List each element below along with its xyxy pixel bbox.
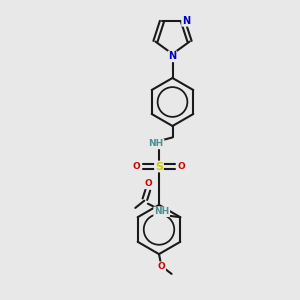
Text: O: O [133, 162, 141, 171]
Text: NH: NH [148, 140, 164, 148]
Text: O: O [177, 162, 185, 171]
Text: N: N [168, 51, 177, 62]
Text: O: O [144, 179, 152, 188]
Text: N: N [182, 16, 190, 26]
Text: O: O [158, 262, 165, 271]
Text: NH: NH [154, 207, 169, 216]
Text: S: S [155, 161, 163, 172]
